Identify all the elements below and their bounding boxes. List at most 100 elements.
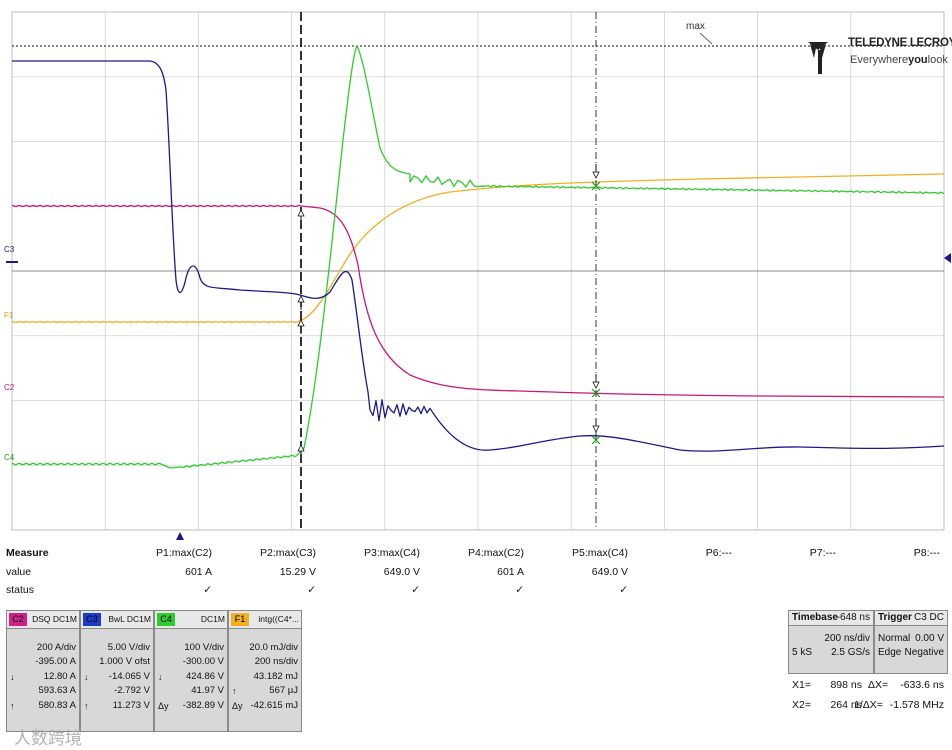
channel-box-c3[interactable]: C3 BwL DC1M 5.00 V/div 1.000 V ofst ↓ -14.065… <box>80 610 154 732</box>
param-name[interactable]: P6:--- <box>705 547 732 559</box>
channel-row: 41.97 V <box>155 684 227 698</box>
param-name[interactable]: P2:max(C3) <box>259 547 316 559</box>
channel-row-value: 43.182 mJ <box>253 670 298 682</box>
measure-value-label: value <box>6 566 32 578</box>
trigger-mode: Normal <box>878 633 911 644</box>
timebase-header: Timebase -648 ns <box>789 611 873 626</box>
param-name[interactable]: P8:--- <box>913 547 940 559</box>
grid <box>11 11 945 531</box>
cursor-x2-cross-c3 <box>591 435 601 445</box>
channel-row-value: -382.89 V <box>182 699 224 711</box>
max-label: max <box>686 21 705 32</box>
trigger-row: Edge Negative <box>875 646 947 660</box>
channel-row-value: 5.00 V/div <box>107 642 150 653</box>
trigger-box[interactable]: Trigger C3 DC Normal 0.00 V Edge Negativ… <box>874 610 948 674</box>
param-value: 601 A <box>497 566 524 578</box>
channel-tag: F1 <box>231 613 249 626</box>
channel-row: ↑ 567 μJ <box>229 684 301 698</box>
channel-row-value: -14.065 V <box>108 670 150 682</box>
trigger-level: 0.00 V <box>915 633 944 644</box>
measure-header: Measure <box>6 547 49 559</box>
measure-status-row: status ✓ ✓ ✓ ✓ ✓ <box>0 584 952 600</box>
cursor-x2-marker-f1 <box>592 164 600 179</box>
param-name[interactable]: P4:max(C2) <box>467 547 524 559</box>
channel-box-f1[interactable]: F1 intg((C4*... 20.0 mJ/div 200 ns/div 43.18… <box>228 610 302 732</box>
channel-row-value: 580.83 A <box>38 699 76 711</box>
cursor-x1-label: X1= <box>792 679 811 691</box>
trigger-position-marker[interactable] <box>176 532 184 540</box>
channel-tag: C2 <box>9 613 27 626</box>
logo-tagline-1: Everywhere <box>850 54 909 66</box>
max-label-leader <box>699 32 713 45</box>
channel-box-c4[interactable]: C4 DC1M 100 V/div -300.00 V ↓ 424.86 V 41.97 V… <box>154 610 228 732</box>
trigger-type: Edge <box>878 647 902 658</box>
cursor-x2-marker-c2 <box>592 374 600 389</box>
channel-row-value: -42.615 mJ <box>250 699 298 711</box>
cursor-x2-label: X2= <box>792 699 811 711</box>
channel-row-value: 11.273 V <box>112 699 150 711</box>
channel-row: ↓ -14.065 V <box>81 670 153 684</box>
channel-row-symbol: Δy <box>232 700 243 711</box>
channel-row-value: 1.000 V ofst <box>99 656 150 668</box>
channel-row: 20.0 mJ/div <box>229 641 301 655</box>
cursor-inv-label: 1/ΔX= <box>854 699 883 711</box>
channel-row-value: -395.00 A <box>35 656 76 668</box>
cursor-x1-marker-c4 <box>297 444 305 459</box>
cursor-dx-label: ΔX= <box>868 679 889 691</box>
channel-row: ↑ 580.83 A <box>7 699 79 713</box>
trigger-row: Normal 0.00 V <box>875 632 947 646</box>
channel-coupling: DC1M <box>200 614 225 624</box>
channel-header: C3 BwL DC1M <box>81 611 153 629</box>
timebase-box[interactable]: Timebase -648 ns 200 ns/div 5 kS 2.5 GS/… <box>788 610 874 674</box>
logo-tagline: Everywhereyoulook <box>850 54 948 66</box>
param-value: 649.0 V <box>591 566 628 578</box>
channel-row-symbol: ↑ <box>10 700 15 711</box>
channel-row: 593.63 A <box>7 684 79 698</box>
channel-row: 1.000 V ofst <box>81 655 153 669</box>
channel-row-value: 12.80 A <box>43 670 76 682</box>
param-name[interactable]: P5:max(C4) <box>571 547 628 559</box>
trigger-label: Trigger <box>878 612 912 623</box>
trigger-level-marker[interactable] <box>944 253 951 263</box>
trace-c3 <box>12 60 945 452</box>
channel-row: 100 V/div <box>155 641 227 655</box>
trace-c2 <box>11 204 945 398</box>
channel-row-value: 424.86 V <box>185 670 224 682</box>
channel-coupling: DSQ DC1M <box>32 614 77 624</box>
param-value: 601 A <box>185 566 212 578</box>
param-value: 649.0 V <box>383 566 420 578</box>
channel-row-value: 41.97 V <box>191 685 224 697</box>
cursor-x1-marker-c2 <box>297 209 305 224</box>
trace-label-c4: C4 <box>4 453 15 462</box>
cursor-x1-marker-c3 <box>297 295 305 310</box>
measure-value-row: value 601 A 15.29 V 649.0 V 601 A 649.0 … <box>0 566 952 582</box>
param-name[interactable]: P1:max(C2) <box>155 547 212 559</box>
channel-header: C2 DSQ DC1M <box>7 611 79 629</box>
channel-row: 5.00 V/div <box>81 641 153 655</box>
channel-box-c2[interactable]: C2 DSQ DC1M 200 A/div -395.00 A ↓ 12.80 A 593.… <box>6 610 80 732</box>
param-value: 15.29 V <box>279 566 316 578</box>
trigger-slope: Negative <box>904 647 944 658</box>
param-name[interactable]: P7:--- <box>809 547 836 559</box>
timebase-row: 5 kS 2.5 GS/s <box>789 646 873 660</box>
status-check-icon: ✓ <box>619 584 628 596</box>
logo-tagline-2: you <box>908 54 928 66</box>
channel-row: 43.182 mJ <box>229 670 301 684</box>
status-check-icon: ✓ <box>203 584 212 596</box>
cursor-inv-value: -1.578 MHz <box>889 699 944 711</box>
channel-row: -395.00 A <box>7 655 79 669</box>
channel-tag: C4 <box>157 613 175 626</box>
channel-row-symbol: ↓ <box>84 671 89 682</box>
param-name[interactable]: P3:max(C4) <box>363 547 420 559</box>
cursor-x1-marker-f1 <box>297 319 305 334</box>
trigger-source: C3 DC <box>913 612 944 623</box>
channel-row-symbol: ↓ <box>158 671 163 682</box>
cursor-x2-marker-c3 <box>592 418 600 433</box>
channel-row-symbol: ↓ <box>10 671 15 682</box>
logo-brand: TELEDYNE LECROY <box>848 37 952 49</box>
lecroy-emblem-icon <box>808 42 828 74</box>
trigger-header: Trigger C3 DC <box>875 611 947 626</box>
channel-row-value: -300.00 V <box>182 656 224 668</box>
status-check-icon: ✓ <box>515 584 524 596</box>
